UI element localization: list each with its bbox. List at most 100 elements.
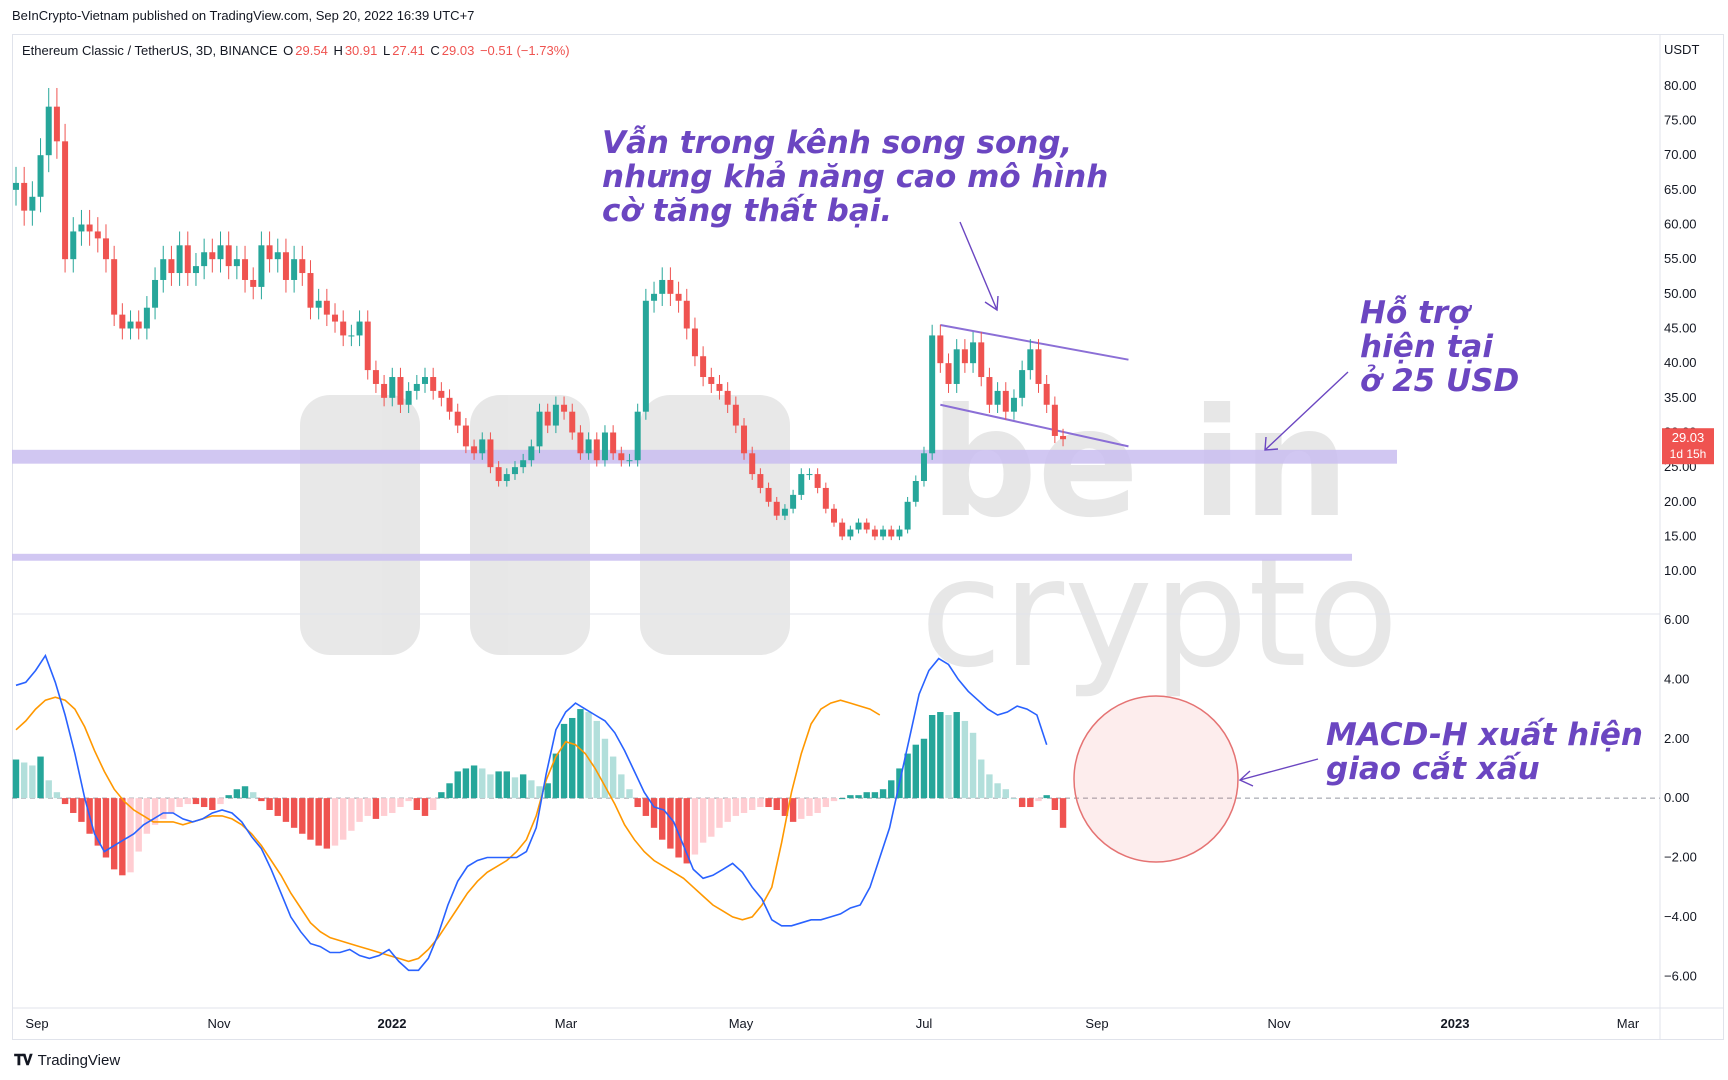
histogram-bar <box>585 712 592 799</box>
histogram-bar <box>683 798 690 864</box>
low-label: L <box>383 43 391 58</box>
candle-body <box>242 259 249 280</box>
time-tick-label: Jul <box>916 1016 933 1031</box>
candle-body <box>634 411 641 461</box>
price-tick-label: 15.00 <box>1664 528 1697 543</box>
histogram-bar <box>847 795 854 799</box>
histogram-bar <box>446 783 453 799</box>
candle-body <box>749 453 756 475</box>
histogram-bar <box>462 768 470 799</box>
candle-body <box>912 481 919 502</box>
candle-body <box>847 529 854 537</box>
histogram-bar <box>544 783 551 799</box>
candle-body <box>675 293 682 301</box>
histogram-bar <box>356 798 363 822</box>
histogram-bar <box>470 765 478 799</box>
footer-brand[interactable]: 𝐓𝐕 TradingView <box>14 1052 120 1069</box>
candle-body <box>659 279 666 294</box>
time-tick-label: Mar <box>555 1016 578 1031</box>
histogram-bar <box>888 780 895 799</box>
candle-body <box>528 446 535 461</box>
candle-body <box>340 321 347 336</box>
histogram-bar <box>1059 798 1067 828</box>
histogram-bar <box>372 798 380 819</box>
histogram-bar <box>421 798 429 816</box>
candle-body <box>708 377 715 384</box>
candle-body <box>855 522 862 530</box>
candles <box>13 87 1067 541</box>
candle-body <box>577 432 584 454</box>
histogram-bar <box>323 798 331 849</box>
candle-body <box>569 411 576 433</box>
symbol-legend: Ethereum Classic / TetherUS, 3D, BINANCE… <box>22 43 572 58</box>
candle-body <box>757 474 764 488</box>
arrow-support <box>1264 371 1349 451</box>
candle-body <box>127 321 134 329</box>
histogram-bar <box>315 798 322 846</box>
candle-body <box>798 474 805 495</box>
candle-body <box>937 335 944 364</box>
histogram-bar <box>569 717 576 799</box>
histogram-bar <box>340 798 347 840</box>
candle-body <box>1060 435 1067 440</box>
time-tick-label: Sep <box>1085 1016 1108 1031</box>
histogram-bar <box>773 798 780 810</box>
symbol-name[interactable]: Ethereum Classic / TetherUS, 3D, BINANCE <box>22 43 278 58</box>
watermark-text-1: be in <box>930 377 1350 551</box>
annotation-support-line3: ở 25 USD <box>1360 363 1520 399</box>
time-tick-label: 2023 <box>1441 1016 1470 1031</box>
candle-body <box>356 321 363 336</box>
candle-body <box>1051 404 1058 436</box>
candle-body <box>13 182 19 190</box>
candle-body <box>880 529 887 537</box>
annotation-support: Hỗ trợ hiện tại ở 25 USD <box>1360 296 1519 398</box>
price-tick-label: 40.00 <box>1664 355 1697 370</box>
histogram-bar <box>348 798 355 831</box>
candle-body <box>381 383 388 398</box>
last-price-value: 29.03 <box>1672 430 1705 445</box>
publisher-line: BeInCrypto-Vietnam published on TradingV… <box>12 8 475 23</box>
histogram-bar <box>1010 798 1018 800</box>
macd-axis[interactable]: 6.00 4.00 2.00 0.00 −2.00 −4.00 −6.00 <box>1664 612 1697 983</box>
histogram-bar <box>184 798 191 805</box>
histogram-bar <box>618 774 625 799</box>
histogram-bar <box>225 795 232 799</box>
candle-body <box>781 508 788 516</box>
candle-body <box>700 356 707 378</box>
price-axis[interactable]: 80.00 75.00 70.00 65.00 60.00 55.00 50.00 45.00… <box>1664 78 1697 578</box>
histogram-bar <box>593 720 600 799</box>
price-tick-label: 50.00 <box>1664 286 1697 301</box>
histogram-bar <box>45 780 52 799</box>
histogram-bar <box>438 792 445 799</box>
candle-body <box>315 300 322 308</box>
candle-body <box>970 342 977 364</box>
candle-body <box>831 508 837 523</box>
histogram-bar <box>102 798 110 858</box>
histogram-bar <box>495 771 502 799</box>
support-zone <box>12 553 1352 561</box>
histogram-bar <box>978 759 985 799</box>
candle-body <box>511 467 518 475</box>
histogram-bar <box>29 765 36 799</box>
candle-body <box>814 474 821 488</box>
histogram-bar <box>331 798 339 846</box>
histogram-bar <box>937 712 944 799</box>
candle-body <box>732 404 739 426</box>
candle-body <box>487 439 494 468</box>
annotation-arrows <box>959 221 1349 787</box>
histogram-bar <box>266 798 273 810</box>
candle-body <box>561 404 568 412</box>
histogram-bar <box>724 798 731 822</box>
candle-body <box>102 238 109 260</box>
candle-body <box>536 411 543 447</box>
candle-body <box>1002 390 1009 412</box>
histogram-bar <box>168 798 175 813</box>
histogram-bar <box>290 798 298 828</box>
candle-body <box>888 529 895 537</box>
candle-body <box>184 245 191 274</box>
histogram-bar <box>209 798 216 810</box>
high-label: H <box>333 43 343 58</box>
histogram-bar <box>536 786 543 799</box>
time-axis[interactable]: Sep Nov 2022 Mar May Jul Sep Nov 2023 Mar <box>25 1016 1639 1031</box>
